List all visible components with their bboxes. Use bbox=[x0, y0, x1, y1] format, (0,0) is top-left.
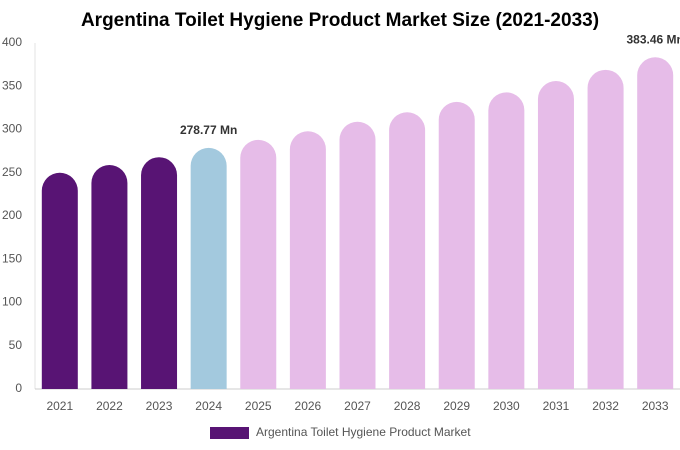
x-tick-label: 2028 bbox=[394, 399, 421, 413]
value-label: 383.46 Mn bbox=[627, 32, 680, 46]
bar bbox=[190, 147, 227, 389]
bar bbox=[438, 101, 475, 389]
bar bbox=[488, 92, 525, 389]
bar bbox=[240, 139, 277, 389]
x-tick-label: 2025 bbox=[245, 399, 272, 413]
y-tick-label: 0 bbox=[15, 381, 22, 395]
y-tick-label: 150 bbox=[2, 251, 22, 265]
bar bbox=[389, 112, 426, 389]
y-tick-label: 300 bbox=[2, 122, 22, 136]
x-tick-label: 2022 bbox=[96, 399, 123, 413]
y-tick-label: 100 bbox=[2, 295, 22, 309]
y-tick-label: 400 bbox=[2, 35, 22, 49]
bar bbox=[141, 157, 178, 389]
x-tick-label: 2030 bbox=[493, 399, 520, 413]
y-tick-label: 250 bbox=[2, 165, 22, 179]
bar bbox=[537, 81, 574, 389]
y-tick-label: 50 bbox=[9, 338, 23, 352]
bar bbox=[587, 69, 624, 389]
x-tick-label: 2031 bbox=[543, 399, 570, 413]
bar bbox=[339, 121, 376, 389]
x-tick-label: 2021 bbox=[46, 399, 73, 413]
y-tick-label: 350 bbox=[2, 78, 22, 92]
bar bbox=[91, 164, 128, 389]
y-tick-label: 200 bbox=[2, 208, 22, 222]
x-tick-label: 2026 bbox=[295, 399, 322, 413]
x-tick-label: 2029 bbox=[443, 399, 470, 413]
bar bbox=[637, 57, 674, 389]
x-tick-label: 2023 bbox=[146, 399, 173, 413]
bar bbox=[289, 131, 326, 390]
chart-title: Argentina Toilet Hygiene Product Market … bbox=[81, 10, 599, 31]
x-tick-label: 2027 bbox=[344, 399, 371, 413]
value-label: 278.77 Mn bbox=[180, 123, 237, 137]
legend-label: Argentina Toilet Hygiene Product Market bbox=[256, 425, 471, 439]
x-tick-label: 2024 bbox=[195, 399, 222, 413]
x-tick-label: 2032 bbox=[592, 399, 619, 413]
x-tick-label: 2033 bbox=[642, 399, 669, 413]
legend-swatch bbox=[210, 427, 249, 439]
bar bbox=[41, 172, 78, 389]
